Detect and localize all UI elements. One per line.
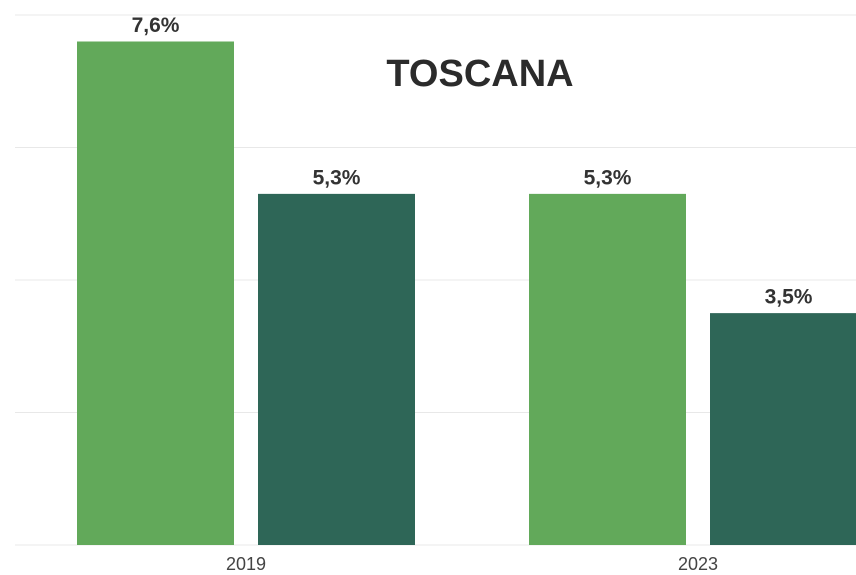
value-label: 5,3% (584, 166, 632, 189)
bar (77, 41, 234, 545)
x-tick-label: 2023 (678, 554, 718, 574)
value-label: 3,5% (765, 286, 813, 309)
value-label: 7,6% (132, 14, 180, 37)
bar (710, 313, 856, 545)
chart-title: TOSCANA (386, 53, 573, 95)
bar (529, 193, 686, 545)
value-label: 5,3% (313, 166, 361, 189)
x-tick-label: 2019 (226, 554, 266, 574)
bar (258, 193, 415, 545)
